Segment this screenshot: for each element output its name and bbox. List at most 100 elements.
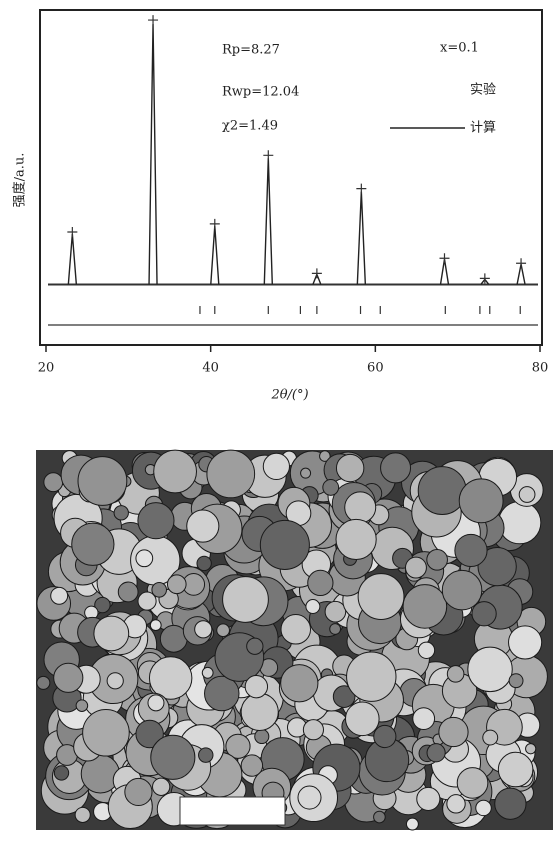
particle [482,729,499,746]
y-axis-label: 强度/a.u. [12,153,28,208]
particle [498,500,542,545]
particle [222,576,269,623]
calculated-peak [210,225,220,285]
particle [75,699,89,712]
particle [416,786,441,811]
particle [302,719,324,741]
particle [240,692,279,731]
sem-particles [36,449,548,831]
particle [71,522,115,566]
particle [124,777,153,807]
particle [166,574,187,595]
annotation: χ2=1.49 [222,119,278,134]
particle [137,591,157,611]
calculated-peak [263,158,273,285]
particle [53,765,70,781]
particle [94,596,111,614]
particle [196,555,212,572]
particle [74,806,91,823]
particle [332,685,356,708]
particle [307,569,334,597]
particle [259,519,310,570]
scale-bar-box [179,796,286,826]
x-tick-label: 60 [367,361,384,376]
particle [240,754,264,777]
annotation: Rp=8.27 [222,43,280,58]
particle [305,599,321,614]
particle [412,707,436,731]
particle [82,708,130,757]
particle [280,614,312,645]
particle [151,582,167,598]
particle [471,601,497,627]
particle [357,573,405,620]
particle [153,449,197,494]
x-tick-label: 20 [38,361,55,376]
experimental-point [479,273,490,284]
particle [113,505,129,521]
particle [494,787,527,820]
particle [497,751,534,788]
particle [329,623,342,635]
particle [454,533,488,568]
particle [417,466,467,516]
particle [508,673,524,689]
particle [216,623,230,638]
particle [186,509,220,543]
particle [43,472,64,493]
experimental-point [311,268,322,279]
particle [300,467,312,479]
particle [345,701,380,737]
particle [262,452,290,481]
experimental-point [263,150,274,161]
particle [198,747,214,763]
experimental-point [356,183,367,194]
particle [373,810,386,824]
x-tick-label: 40 [202,361,219,376]
particle [417,641,436,659]
particle [324,600,347,623]
particle [446,665,465,683]
particle [405,556,427,579]
particle [525,743,537,755]
particle [518,486,536,503]
particle [373,724,397,749]
annotation: Rwp=12.04 [222,85,299,100]
particle [335,518,377,561]
particle [402,584,448,629]
calculated-peak [67,233,78,285]
particle [106,672,124,690]
particle [467,646,513,693]
particle [135,719,164,749]
x-axis-label: 2θ/(°) [270,388,308,403]
particle [194,620,213,639]
particle [117,581,139,603]
particle [477,546,517,587]
particle [135,549,154,568]
legend-entry: 计算 [470,121,496,136]
particle [225,733,251,759]
particle [152,777,171,796]
particle [280,664,319,703]
particle [475,799,492,817]
particle [346,651,397,702]
particle [405,817,419,831]
particle [335,453,365,483]
particle [344,491,377,524]
experimental-point [148,15,159,26]
particle [137,502,175,540]
particle [204,675,240,712]
particle [206,449,256,499]
particle [150,734,196,780]
particle [322,479,340,496]
calculated-peak [356,191,367,285]
plot-frame [39,9,543,346]
x-tick-label: 80 [532,361,549,376]
particle [446,794,466,814]
particle [50,586,69,605]
calculated-peak [148,24,158,285]
particle [297,785,322,810]
particle [426,548,448,571]
